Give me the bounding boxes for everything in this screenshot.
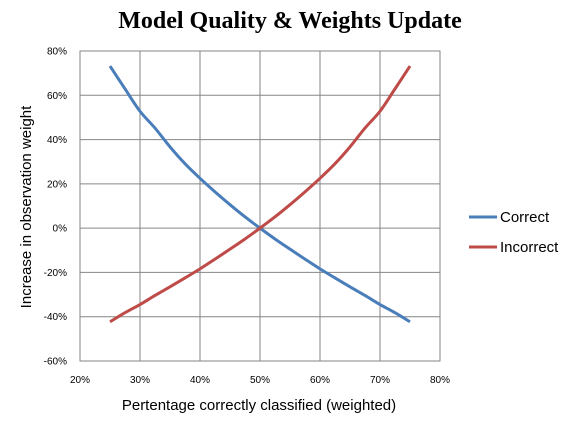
y-tick-label: -20% (44, 268, 67, 279)
y-tick-label: 0% (53, 224, 68, 235)
x-tick-label: 70% (370, 375, 390, 386)
y-axis-title: Increase in observation weight (18, 105, 35, 308)
x-tick-label: 50% (250, 375, 270, 386)
y-axis-tick-labels: 80% 60% 40% 20% 0% -20% -40% -60% (44, 47, 67, 368)
x-tick-label: 20% (70, 375, 90, 386)
series-line-incorrect (109, 65, 412, 324)
legend-label-correct: Correct (500, 209, 550, 226)
x-tick-label: 40% (190, 375, 210, 386)
chart-legend: Correct Incorrect (469, 209, 559, 256)
x-axis-title: Pertentage correctly classified (weighte… (122, 397, 396, 414)
y-tick-label: 80% (47, 47, 67, 58)
plot-frame (79, 50, 441, 362)
x-tick-label: 30% (130, 375, 150, 386)
plot-area (79, 50, 441, 362)
x-tick-label: 60% (310, 375, 330, 386)
x-tick-label: 80% (430, 375, 450, 386)
y-tick-label: 20% (47, 179, 67, 190)
legend-label-incorrect: Incorrect (500, 239, 559, 256)
y-tick-label: -40% (44, 312, 67, 323)
y-tick-label: 60% (47, 91, 67, 102)
grid-lines (79, 50, 441, 362)
y-tick-label: -60% (44, 357, 67, 368)
y-tick-label: 40% (47, 135, 67, 146)
series-layer (108, 65, 412, 324)
x-axis-tick-labels: 20% 30% 40% 50% 60% 70% 80% (70, 375, 450, 386)
chart-title: Model Quality & Weights Update (118, 8, 462, 34)
